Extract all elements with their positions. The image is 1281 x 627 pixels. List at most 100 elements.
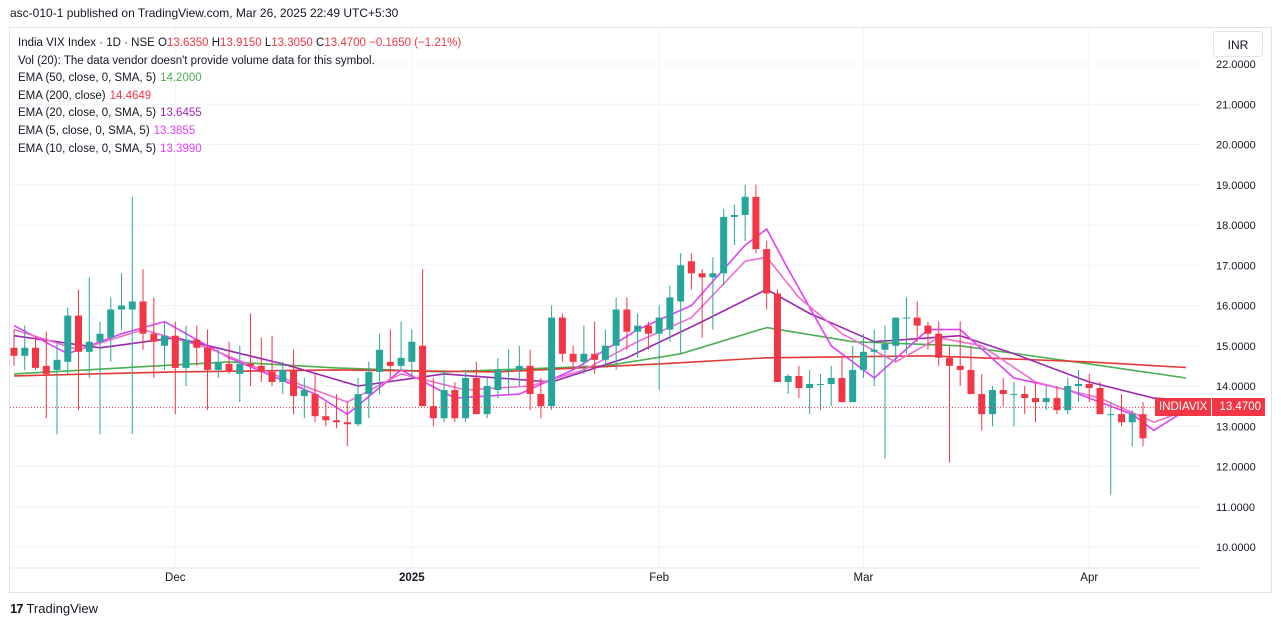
candle-body: [53, 359, 61, 370]
candle-body: [1096, 388, 1104, 415]
candle-body: [204, 347, 212, 370]
candle-body: [118, 305, 126, 310]
candle-body: [408, 341, 416, 362]
candle-body: [376, 349, 384, 372]
y-tick-label: 20.0000: [1216, 140, 1256, 152]
candle-body: [655, 317, 663, 334]
y-tick-label: 16.0000: [1216, 301, 1256, 313]
y-tick-label: 15.0000: [1216, 341, 1256, 353]
candle-body: [988, 390, 996, 415]
legend-ema50-row[interactable]: EMA (50, close, 0, SMA, 5) 14.2000: [18, 70, 461, 88]
candle-body: [193, 339, 201, 348]
candle-body: [279, 369, 287, 382]
candle-body: [171, 335, 179, 368]
candle-body: [150, 333, 158, 342]
y-tick-label: 18.0000: [1216, 220, 1256, 232]
legend-low-label: L: [264, 37, 272, 49]
candle-body: [924, 325, 932, 334]
candle-body: [967, 369, 975, 395]
candle-body: [1042, 398, 1050, 403]
candle-body: [386, 361, 394, 366]
candle-body: [483, 386, 491, 415]
y-tick-label: 14.0000: [1216, 381, 1256, 393]
candle-body: [139, 301, 147, 334]
candle-body: [784, 375, 792, 382]
candle-body: [827, 377, 835, 384]
candle-body: [64, 315, 72, 362]
candle-body: [666, 297, 674, 330]
tradingview-brand[interactable]: 17 TradingView: [10, 601, 98, 616]
candle-body: [945, 357, 953, 366]
candle-body: [806, 383, 814, 389]
candle-body: [419, 345, 427, 407]
candle-body: [451, 390, 459, 419]
candle-body: [343, 422, 351, 425]
candle-body: [752, 196, 760, 250]
legend-ohlc-row: India VIX Index · 1D · NSE O13.6350 H13.…: [18, 35, 461, 53]
legend-ema10-value: 13.3990: [160, 142, 202, 155]
candle-body: [1085, 383, 1093, 389]
legend-change: −0.1650 (−1.21%): [369, 37, 462, 49]
legend-ema5-row[interactable]: EMA (5, close, 0, SMA, 5) 13.3855: [18, 123, 461, 141]
candle-body: [494, 369, 502, 391]
candle-body: [311, 394, 319, 417]
legend-high: 13.9150: [220, 37, 262, 49]
y-tick-label: 13.0000: [1216, 421, 1256, 433]
x-tick-label: Apr: [1080, 572, 1098, 584]
candle-body: [859, 351, 867, 370]
ema-line-ema10: [13, 256, 1187, 423]
y-tick-label: 21.0000: [1216, 99, 1256, 111]
legend-open-label: O: [158, 37, 167, 49]
candle-body: [182, 339, 190, 368]
candle-body: [773, 293, 781, 382]
candle-body: [601, 345, 609, 360]
candle-body: [537, 394, 545, 407]
candle-body: [634, 325, 642, 332]
candle-body: [462, 377, 470, 419]
legend-volume-row[interactable]: Vol (20): The data vendor doesn't provid…: [18, 54, 375, 67]
tradingview-logo-icon: 17: [10, 601, 24, 616]
candle-body: [1107, 414, 1115, 416]
legend-ema20-row[interactable]: EMA (20, close, 0, SMA, 5) 13.6455: [18, 105, 461, 123]
candle-body: [333, 420, 341, 423]
candle-body: [214, 361, 222, 370]
candle-body: [128, 301, 136, 310]
candle-body: [268, 371, 276, 382]
candle-body: [10, 347, 18, 356]
x-tick-label: Dec: [165, 572, 186, 584]
legend-ema50-value: 14.2000: [160, 72, 202, 85]
candle-body: [429, 406, 437, 419]
last-price-badge: INDIAVIX 13.4700: [1155, 398, 1265, 416]
currency-button[interactable]: INR: [1213, 31, 1263, 57]
candle-body: [795, 375, 803, 389]
y-tick-label: 10.0000: [1216, 542, 1256, 554]
candle-body: [1139, 414, 1147, 439]
legend-ema10-label: EMA (10, close, 0, SMA, 5): [18, 142, 157, 155]
legend-ema200-label: EMA (200, close): [18, 89, 106, 102]
candle-body: [290, 369, 298, 397]
candle-body: [257, 365, 265, 372]
candle-body: [741, 196, 749, 215]
chart-frame: [9, 27, 1272, 593]
candle-body: [365, 371, 373, 395]
legend-open: 13.6350: [166, 37, 209, 49]
candle-body: [902, 317, 910, 319]
candle-body: [1010, 394, 1018, 396]
candle-body: [956, 365, 964, 370]
candle-body: [591, 353, 599, 360]
x-tick-label: Feb: [649, 572, 669, 584]
candle-body: [236, 363, 244, 374]
candle-body: [225, 363, 233, 372]
x-tick-label: 2025: [399, 572, 425, 584]
legend-ema20-label: EMA (20, close, 0, SMA, 5): [18, 107, 157, 120]
y-tick-label: 17.0000: [1216, 260, 1256, 272]
ema-line-ema20: [13, 288, 1187, 401]
legend-ema10-row[interactable]: EMA (10, close, 0, SMA, 5) 13.3990: [18, 141, 461, 159]
legend-ema200-row[interactable]: EMA (200, close) 14.4649: [18, 88, 461, 106]
candle-body: [687, 261, 695, 274]
legend-symbol[interactable]: India VIX Index · 1D · NSE: [18, 37, 155, 49]
candle-body: [440, 390, 448, 419]
candle-body: [709, 273, 717, 278]
candle-body: [763, 249, 771, 294]
